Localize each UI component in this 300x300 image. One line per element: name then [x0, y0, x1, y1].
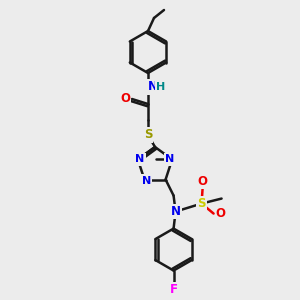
Text: N: N — [142, 176, 151, 186]
Text: S: S — [197, 197, 206, 210]
Text: O: O — [120, 92, 130, 104]
Text: N: N — [135, 154, 145, 164]
Text: O: O — [198, 175, 208, 188]
Text: S: S — [144, 128, 152, 142]
Text: H: H — [156, 82, 166, 92]
Text: O: O — [216, 207, 226, 220]
Text: N: N — [166, 154, 175, 164]
Text: F: F — [169, 283, 178, 296]
Text: N: N — [148, 80, 158, 94]
Text: N: N — [171, 205, 181, 218]
